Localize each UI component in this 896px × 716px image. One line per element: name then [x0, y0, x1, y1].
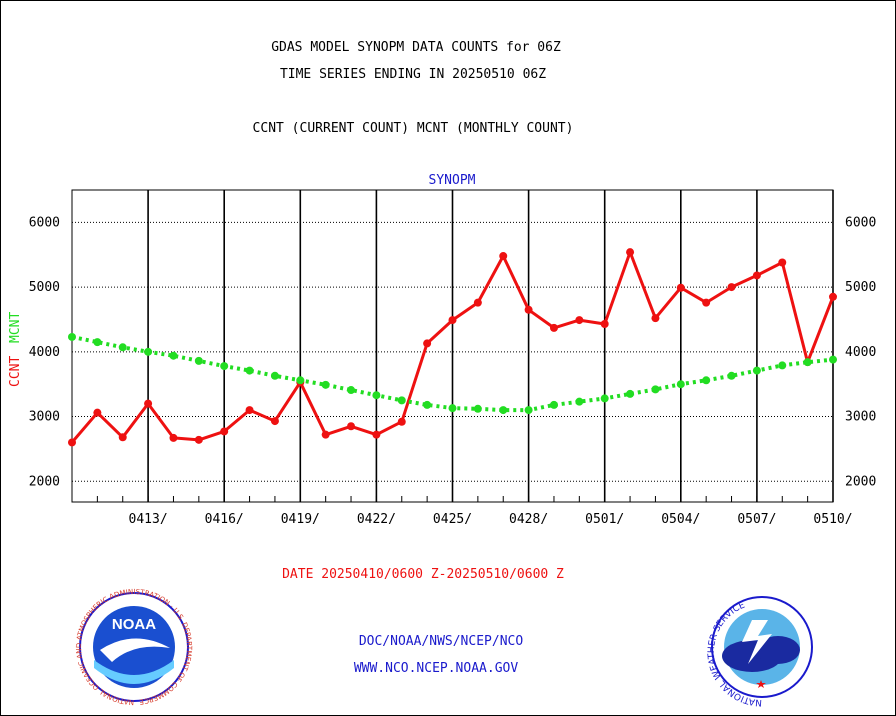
data-point-mcnt: [270, 371, 279, 380]
x-tick-label: 0422/: [357, 512, 396, 527]
data-point-mcnt: [575, 397, 584, 406]
data-point-mcnt: [778, 361, 787, 370]
date-range-label: DATE 20250410/0600 Z-20250510/0600 Z: [282, 567, 564, 582]
grid-layer: [72, 190, 834, 502]
data-point-ccnt: [321, 430, 330, 439]
data-point-ccnt: [397, 417, 406, 426]
data-point-mcnt: [423, 400, 432, 409]
noaa-logo-text: NOAA: [112, 616, 156, 633]
x-tick-label: 0416/: [205, 512, 244, 527]
data-point-ccnt: [499, 252, 508, 261]
data-point-ccnt: [651, 314, 660, 323]
data-point-mcnt: [245, 366, 254, 375]
data-point-mcnt: [651, 385, 660, 394]
data-point-ccnt: [473, 298, 482, 307]
data-point-ccnt: [829, 292, 837, 301]
data-point-mcnt: [144, 347, 153, 356]
x-tick-label: 0507/: [737, 512, 776, 527]
x-tick-label: 0413/: [129, 512, 168, 527]
y-tick-label-right: 2000: [845, 474, 876, 489]
data-point-ccnt: [778, 258, 787, 267]
chart-title-line2: TIME SERIES ENDING IN 20250510 06Z: [280, 67, 546, 82]
noaa-logo: NOAA NATIONAL OCEANIC AND ATMOSPHERIC AD…: [75, 588, 193, 706]
data-point-ccnt: [194, 435, 203, 444]
data-point-mcnt: [473, 404, 482, 413]
data-point-mcnt: [321, 380, 330, 389]
y-tick-label-right: 3000: [845, 410, 876, 425]
data-point-mcnt: [93, 338, 102, 347]
data-point-mcnt: [727, 371, 736, 380]
x-tick-label: 0504/: [661, 512, 700, 527]
data-point-ccnt: [270, 417, 279, 426]
data-point-mcnt: [524, 406, 533, 415]
data-point-mcnt: [499, 406, 508, 415]
data-point-ccnt: [245, 406, 254, 415]
data-point-ccnt: [144, 399, 153, 408]
x-tick-label: 0510/: [813, 512, 852, 527]
y-axis-label-ccnt: CCNT: [8, 356, 23, 387]
data-point-mcnt: [169, 351, 178, 360]
data-point-mcnt: [702, 376, 711, 385]
data-point-ccnt: [752, 271, 761, 280]
y-tick-label-left: 3000: [29, 410, 60, 425]
data-point-ccnt: [626, 248, 635, 257]
chart-legend-line: CCNT (CURRENT COUNT) MCNT (MONTHLY COUNT…: [253, 121, 574, 136]
data-point-ccnt: [68, 438, 76, 447]
y-axis-label-mcnt: MCNT: [8, 312, 23, 343]
nws-logo: NATIONAL WEATHER SERVICE: [707, 596, 813, 707]
y-tick-label-left: 6000: [29, 215, 60, 230]
data-point-mcnt: [829, 355, 837, 364]
y-tick-label-left: 2000: [29, 474, 60, 489]
data-point-mcnt: [676, 380, 685, 389]
data-point-ccnt: [702, 298, 711, 307]
x-tick-label: 0501/: [585, 512, 624, 527]
data-point-mcnt: [372, 391, 381, 400]
website-label: WWW.NCO.NCEP.NOAA.GOV: [354, 661, 519, 676]
data-point-ccnt: [118, 433, 127, 442]
y-tick-label-left: 5000: [29, 280, 60, 295]
data-point-mcnt: [752, 366, 761, 375]
data-point-mcnt: [220, 362, 229, 371]
data-point-ccnt: [549, 323, 558, 332]
data-point-mcnt: [194, 356, 203, 365]
y-tick-label-right: 4000: [845, 345, 876, 360]
data-point-ccnt: [676, 283, 685, 292]
data-point-ccnt: [600, 319, 609, 328]
axis-layer: 2000 2000 3000 3000 4000 4000 5000 5000 6000 6000…: [29, 189, 876, 527]
x-tick-label: 0419/: [281, 512, 320, 527]
data-point-mcnt: [296, 376, 305, 385]
y-tick-label-left: 4000: [29, 345, 60, 360]
series-layer: [68, 248, 837, 447]
data-point-ccnt: [423, 339, 432, 348]
data-point-ccnt: [169, 433, 178, 442]
y-tick-label-right: 6000: [845, 215, 876, 230]
data-point-mcnt: [118, 343, 127, 352]
data-point-ccnt: [524, 305, 533, 314]
data-point-ccnt: [727, 283, 736, 292]
data-point-ccnt: [575, 316, 584, 325]
data-point-mcnt: [803, 358, 812, 367]
data-point-mcnt: [626, 389, 635, 398]
data-point-mcnt: [347, 386, 356, 395]
x-tick-label: 0428/: [509, 512, 548, 527]
x-tick-label: 0425/: [433, 512, 472, 527]
data-point-ccnt: [93, 408, 102, 417]
plot-title: SYNOPM: [429, 173, 476, 188]
data-point-mcnt: [549, 400, 558, 409]
data-point-mcnt: [600, 394, 609, 403]
org-label: DOC/NOAA/NWS/NCEP/NCO: [359, 634, 524, 649]
data-point-ccnt: [347, 422, 356, 431]
data-point-ccnt: [448, 316, 457, 325]
data-point-ccnt: [220, 427, 229, 436]
chart-title-line1: GDAS MODEL SYNOPM DATA COUNTS for 06Z: [271, 40, 561, 55]
data-point-ccnt: [372, 430, 381, 439]
y-tick-label-right: 5000: [845, 280, 876, 295]
data-point-mcnt: [68, 332, 76, 341]
data-point-mcnt: [448, 404, 457, 413]
data-point-mcnt: [397, 396, 406, 405]
